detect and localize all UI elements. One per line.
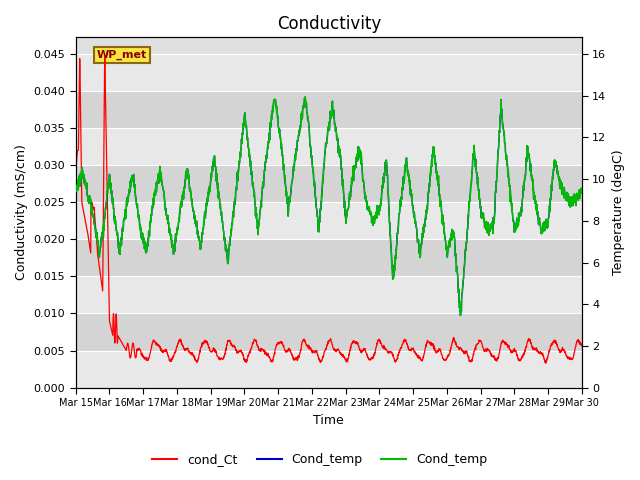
Bar xyxy=(76,91,582,128)
Y-axis label: Conductivity (mS/cm): Conductivity (mS/cm) xyxy=(15,144,28,280)
Bar xyxy=(76,202,582,240)
X-axis label: Time: Time xyxy=(314,414,344,427)
Y-axis label: Temperature (degC): Temperature (degC) xyxy=(612,150,625,276)
Title: Conductivity: Conductivity xyxy=(276,15,381,33)
Bar xyxy=(76,128,582,165)
Text: WP_met: WP_met xyxy=(97,50,147,60)
Bar xyxy=(76,276,582,313)
Bar xyxy=(76,54,582,91)
Bar xyxy=(76,313,582,350)
Legend: cond_Ct, Cond_temp, Cond_temp: cond_Ct, Cond_temp, Cond_temp xyxy=(147,448,493,471)
Bar xyxy=(76,350,582,388)
Bar xyxy=(76,240,582,276)
Bar xyxy=(76,165,582,202)
